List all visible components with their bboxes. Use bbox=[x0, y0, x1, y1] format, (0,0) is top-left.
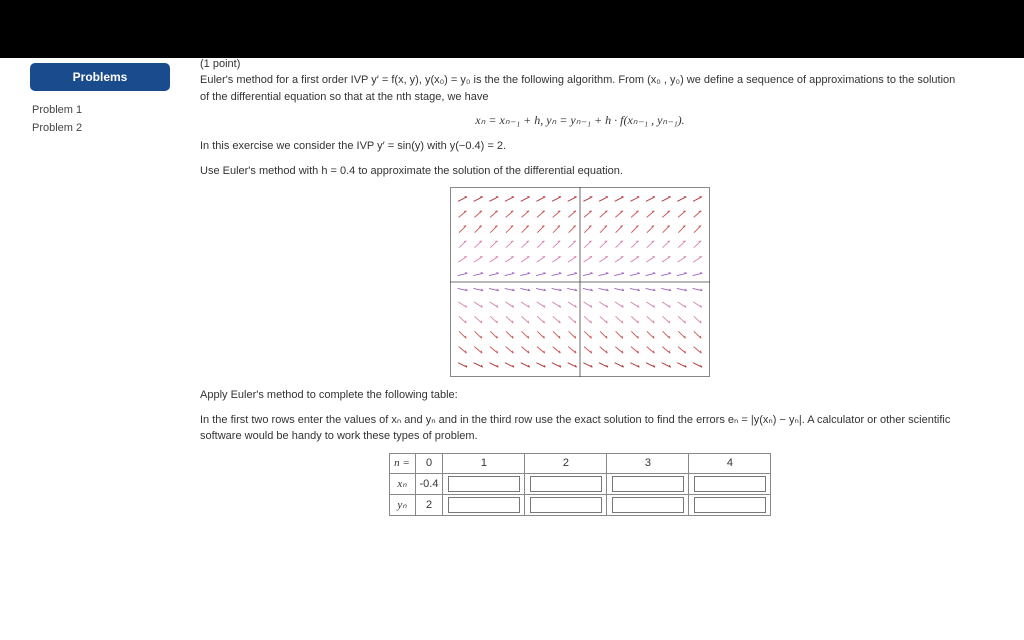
top-black-bar bbox=[0, 0, 1024, 58]
table-yn-0: 2 bbox=[415, 494, 443, 515]
input-yn-3[interactable] bbox=[612, 497, 684, 513]
euler-table: n = 0 1 2 3 4 xₙ -0.4 yₙ 2 bbox=[389, 453, 772, 516]
problem-content: (1 point) Euler's method for a first ord… bbox=[180, 58, 980, 546]
table-n-1: 1 bbox=[443, 453, 525, 473]
direction-field-plot bbox=[450, 187, 710, 377]
table-xn-header: xₙ bbox=[389, 473, 415, 494]
table-xn-0: -0.4 bbox=[415, 473, 443, 494]
input-xn-4[interactable] bbox=[694, 476, 766, 492]
table-yn-header: yₙ bbox=[389, 494, 415, 515]
input-yn-1[interactable] bbox=[448, 497, 520, 513]
input-yn-4[interactable] bbox=[694, 497, 766, 513]
table-n-4: 4 bbox=[689, 453, 771, 473]
use-text: Use Euler's method with h = 0.4 to appro… bbox=[200, 163, 960, 180]
table-n-2: 2 bbox=[525, 453, 607, 473]
sidebar: Problems Problem 1 Problem 2 bbox=[0, 58, 180, 546]
page-body: Problems Problem 1 Problem 2 (1 point) E… bbox=[0, 58, 1024, 546]
input-xn-3[interactable] bbox=[612, 476, 684, 492]
explain-text: In the first two rows enter the values o… bbox=[200, 412, 960, 445]
input-yn-2[interactable] bbox=[530, 497, 602, 513]
intro-text: Euler's method for a first order IVP y′ … bbox=[200, 72, 960, 105]
problems-button[interactable]: Problems bbox=[30, 63, 170, 91]
input-xn-2[interactable] bbox=[530, 476, 602, 492]
euler-formula: xₙ = xₙ₋₁ + h, yₙ = yₙ₋₁ + h · f(xₙ₋₁ , … bbox=[200, 113, 960, 128]
sidebar-item-problem-2[interactable]: Problem 2 bbox=[30, 119, 170, 137]
table-n-3: 3 bbox=[607, 453, 689, 473]
point-label: (1 point) bbox=[200, 58, 960, 70]
table-n-header: n = bbox=[389, 453, 415, 473]
table-n-0: 0 bbox=[415, 453, 443, 473]
sidebar-item-problem-1[interactable]: Problem 1 bbox=[30, 101, 170, 119]
input-xn-1[interactable] bbox=[448, 476, 520, 492]
exercise-text: In this exercise we consider the IVP y′ … bbox=[200, 138, 960, 155]
apply-text: Apply Euler's method to complete the fol… bbox=[200, 387, 960, 404]
